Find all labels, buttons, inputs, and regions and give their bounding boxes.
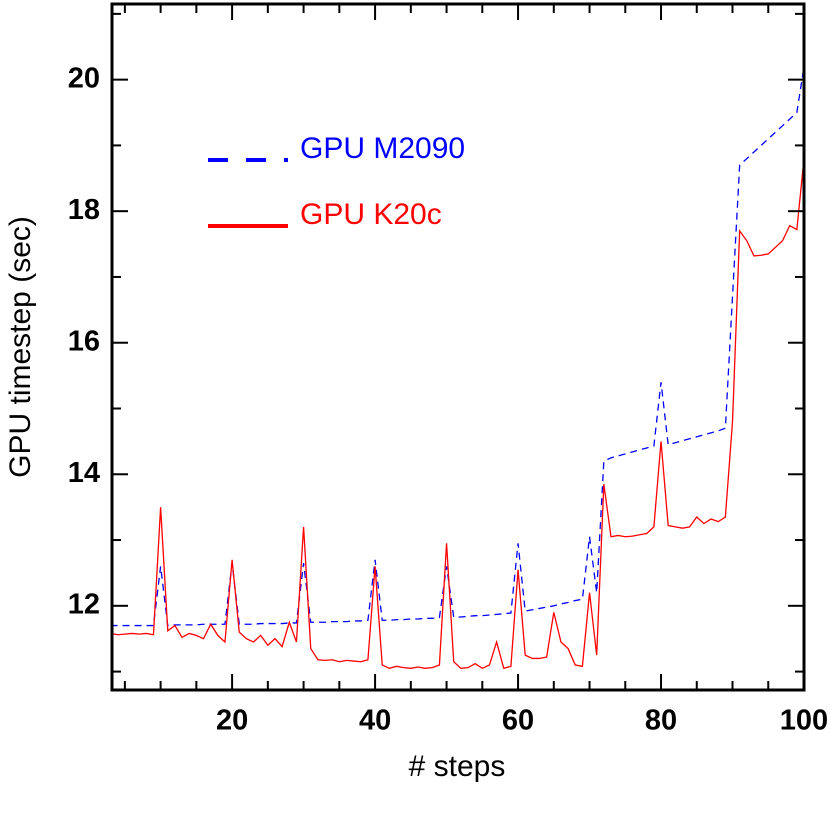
y-tick-label: 20 [68, 62, 100, 94]
legend-label: GPU M2090 [300, 132, 465, 165]
y-tick-label: 14 [68, 457, 100, 489]
x-tick-label: 100 [780, 705, 828, 737]
y-tick-label: 16 [68, 325, 100, 357]
data-line [110, 158, 805, 670]
data-line [110, 66, 805, 627]
legend-label: GPU K20c [300, 198, 442, 231]
x-tick-label: 80 [645, 705, 677, 737]
x-tick-label: 60 [502, 705, 534, 737]
y-tick-label: 12 [68, 588, 100, 620]
plot-frame [110, 2, 806, 692]
y-tick-label: 18 [68, 194, 100, 226]
x-axis-label: # steps [409, 750, 506, 783]
y-axis-label: GPU timestep (sec) [4, 216, 37, 478]
x-tick-label: 40 [359, 705, 391, 737]
x-tick-label: 20 [216, 705, 248, 737]
